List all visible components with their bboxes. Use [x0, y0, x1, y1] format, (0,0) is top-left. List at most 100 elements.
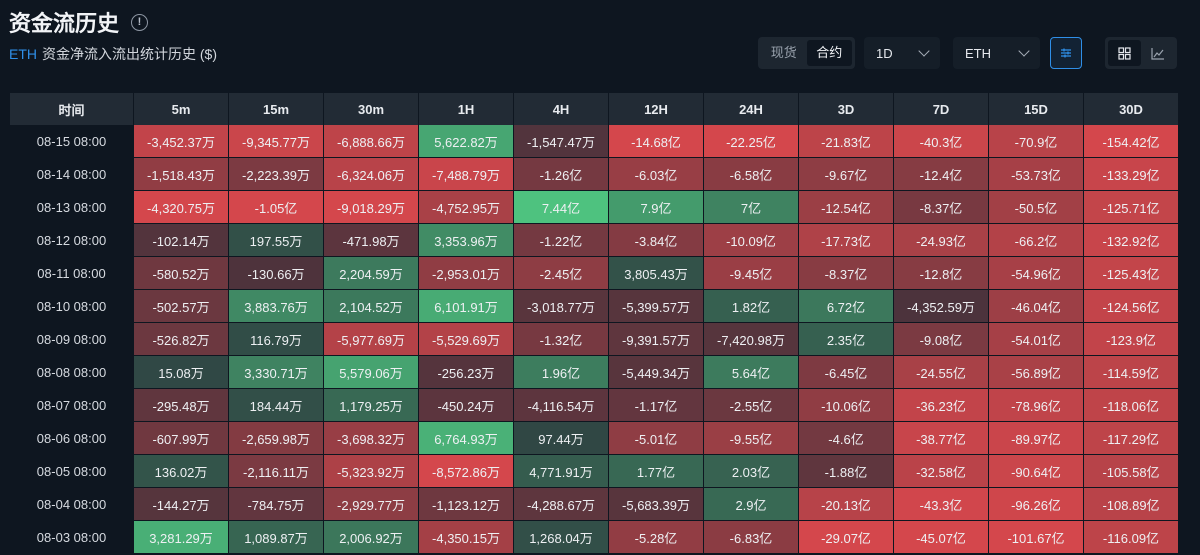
flow-cell: -5,683.39万	[609, 488, 703, 521]
row-time: 08-06 08:00	[10, 422, 133, 455]
table-row[interactable]: 08-12 08:00 -102.14万 197.55万 -471.98万 3,353.…	[10, 224, 1178, 257]
table-row[interactable]: 08-14 08:00 -1,518.43万 -2,223.39万 -6,324.06…	[10, 158, 1178, 191]
flow-cell: -256.23万	[419, 356, 513, 389]
flow-cell: -3,452.37万	[134, 125, 228, 158]
grid-view-button[interactable]	[1108, 40, 1141, 66]
flow-cell: -607.99万	[134, 422, 228, 455]
table-row[interactable]: 08-03 08:00 3,281.29万 1,089.87万 2,006.92万 -4…	[10, 521, 1178, 554]
column-header: 30D	[1084, 93, 1178, 125]
chart-view-button[interactable]	[1141, 40, 1174, 66]
table-header-row: 时间 5m 15m 30m 1H 4H 12H 24H 3D 7D 15D 30D	[10, 93, 1178, 125]
flow-cell: 7.44亿	[514, 191, 608, 224]
symbol-value: ETH	[965, 45, 991, 61]
flow-cell: -502.57万	[134, 290, 228, 323]
flow-cell: 5.64亿	[704, 356, 798, 389]
flow-cell: -9.55亿	[704, 422, 798, 455]
flow-cell: -130.66万	[229, 257, 323, 290]
flow-cell: -96.26亿	[989, 488, 1083, 521]
table-row[interactable]: 08-06 08:00 -607.99万 -2,659.98万 -3,698.32万 6…	[10, 422, 1178, 455]
row-time: 08-09 08:00	[10, 323, 133, 356]
flow-cell: -38.77亿	[894, 422, 988, 455]
flow-cell: -4,116.54万	[514, 389, 608, 422]
flow-cell: -9,391.57万	[609, 323, 703, 356]
table-row[interactable]: 08-07 08:00 -295.48万 184.44万 1,179.25万 -450.…	[10, 389, 1178, 422]
flow-cell: 136.02万	[134, 455, 228, 488]
row-time: 08-14 08:00	[10, 158, 133, 191]
flow-cell: -22.25亿	[704, 125, 798, 158]
flow-cell: 1,089.87万	[229, 521, 323, 554]
flow-cell: -5.01亿	[609, 422, 703, 455]
table-row[interactable]: 08-11 08:00 -580.52万 -130.66万 2,204.59万 -2,9…	[10, 257, 1178, 290]
column-header: 30m	[324, 93, 418, 125]
flow-cell: -295.48万	[134, 389, 228, 422]
sliders-icon	[1061, 48, 1071, 58]
flow-cell: 97.44万	[514, 422, 608, 455]
interval-select[interactable]: 1D	[864, 37, 940, 69]
table-row[interactable]: 08-13 08:00 -4,320.75万 -1.05亿 -9,018.29万 -4,…	[10, 191, 1178, 224]
flow-cell: -105.58亿	[1084, 455, 1178, 488]
flow-cell: -1.05亿	[229, 191, 323, 224]
flow-cell: -5,323.92万	[324, 455, 418, 488]
subtitle-coin[interactable]: ETH	[9, 46, 37, 62]
flow-cell: -1.22亿	[514, 224, 608, 257]
flow-cell: -116.09亿	[1084, 521, 1178, 554]
flow-cell: 3,883.76万	[229, 290, 323, 323]
flow-cell: -43.3亿	[894, 488, 988, 521]
tab-spot[interactable]: 现货	[770, 45, 797, 60]
row-time: 08-08 08:00	[10, 356, 133, 389]
flow-cell: -1,123.12万	[419, 488, 513, 521]
flow-cell: -6.58亿	[704, 158, 798, 191]
flow-cell: -8.37亿	[799, 257, 893, 290]
flow-cell: -9.08亿	[894, 323, 988, 356]
flow-cell: -56.89亿	[989, 356, 1083, 389]
flow-cell: 116.79万	[229, 323, 323, 356]
row-time: 08-10 08:00	[10, 290, 133, 323]
fund-flow-table: 时间 5m 15m 30m 1H 4H 12H 24H 3D 7D 15D 30D 08-15 08:…	[9, 93, 1179, 554]
column-header: 1H	[419, 93, 513, 125]
chevron-down-icon	[1018, 45, 1030, 57]
line-chart-icon	[1150, 47, 1164, 60]
table-row[interactable]: 08-10 08:00 -502.57万 3,883.76万 2,104.52万 6,1…	[10, 290, 1178, 323]
flow-cell: 197.55万	[229, 224, 323, 257]
flow-cell: -124.56亿	[1084, 290, 1178, 323]
flow-cell: -24.93亿	[894, 224, 988, 257]
tab-futures[interactable]: 合约	[806, 40, 852, 66]
flow-cell: 184.44万	[229, 389, 323, 422]
page-title: 资金流历史 !	[9, 6, 149, 38]
flow-cell: -117.29亿	[1084, 422, 1178, 455]
flow-cell: -1,518.43万	[134, 158, 228, 191]
row-time: 08-04 08:00	[10, 488, 133, 521]
flow-cell: 7亿	[704, 191, 798, 224]
flow-cell: -32.58亿	[894, 455, 988, 488]
filter-button[interactable]	[1050, 37, 1082, 69]
flow-cell: -4,288.67万	[514, 488, 608, 521]
page-subtitle: ETH 资金净流入流出统计历史 ($)	[9, 44, 217, 64]
table-row[interactable]: 08-05 08:00 136.02万 -2,116.11万 -5,323.92万 -8…	[10, 455, 1178, 488]
flow-cell: -53.73亿	[989, 158, 1083, 191]
flow-cell: -7,488.79万	[419, 158, 513, 191]
flow-cell: 2.03亿	[704, 455, 798, 488]
flow-cell: -14.68亿	[609, 125, 703, 158]
flow-cell: -3,018.77万	[514, 290, 608, 323]
flow-cell: -90.64亿	[989, 455, 1083, 488]
flow-cell: -46.04亿	[989, 290, 1083, 323]
flow-cell: 1,179.25万	[324, 389, 418, 422]
info-icon[interactable]: !	[131, 13, 149, 31]
table-row[interactable]: 08-04 08:00 -144.27万 -784.75万 -2,929.77万 -1,…	[10, 488, 1178, 521]
flow-cell: -154.42亿	[1084, 125, 1178, 158]
flow-cell: -1.88亿	[799, 455, 893, 488]
table-row[interactable]: 08-08 08:00 15.08万 3,330.71万 5,579.06万 -256.…	[10, 356, 1178, 389]
column-header: 4H	[514, 93, 608, 125]
flow-cell: -78.96亿	[989, 389, 1083, 422]
flow-cell: -45.07亿	[894, 521, 988, 554]
flow-cell: -54.01亿	[989, 323, 1083, 356]
flow-cell: -10.09亿	[704, 224, 798, 257]
table-row[interactable]: 08-09 08:00 -526.82万 116.79万 -5,977.69万 -5,5…	[10, 323, 1178, 356]
table-row[interactable]: 08-15 08:00 -3,452.37万 -9,345.77万 -6,888.66…	[10, 125, 1178, 158]
flow-cell: 1,268.04万	[514, 521, 608, 554]
symbol-select[interactable]: ETH	[953, 37, 1040, 69]
flow-cell: -3,698.32万	[324, 422, 418, 455]
flow-cell: -133.29亿	[1084, 158, 1178, 191]
flow-cell: -2.55亿	[704, 389, 798, 422]
flow-cell: -4,320.75万	[134, 191, 228, 224]
